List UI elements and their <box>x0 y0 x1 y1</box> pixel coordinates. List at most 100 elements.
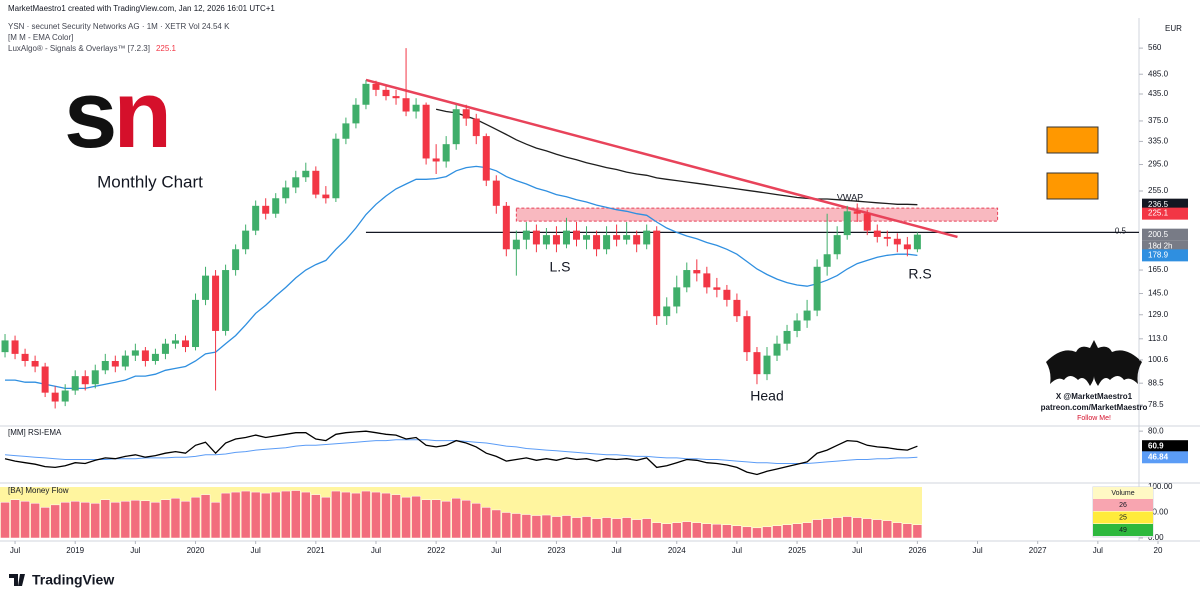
money-flow-bar <box>10 499 20 539</box>
candle-body <box>593 235 601 250</box>
money-flow-bar <box>581 516 592 539</box>
money-flow-bar <box>712 523 722 539</box>
money-flow-bar <box>60 502 70 539</box>
money-flow-bar <box>762 526 772 539</box>
money-flow-bar <box>30 503 40 539</box>
money-flow-bar <box>361 490 371 539</box>
money-flow-bar <box>501 512 512 539</box>
candle-body <box>1 340 9 353</box>
candle-body <box>863 213 871 231</box>
candle-body <box>753 352 761 375</box>
money-flow-bar <box>371 491 381 539</box>
candle-body <box>512 239 520 250</box>
price-label-box <box>1142 207 1188 220</box>
trendline <box>365 78 958 239</box>
legend-value: 25 <box>1119 514 1127 521</box>
x-tick-label: Jul <box>611 546 621 555</box>
money-flow-bar <box>702 523 712 539</box>
y-tick-label: 129.0 <box>1148 310 1169 319</box>
money-flow-bar <box>611 518 622 539</box>
money-flow-bar <box>160 499 171 539</box>
money-flow-bar <box>190 496 201 539</box>
candle-body <box>693 270 701 274</box>
candle-body <box>422 104 430 159</box>
annotation: VWAP <box>837 192 863 202</box>
candle-body <box>773 343 781 356</box>
candle-body <box>663 306 671 317</box>
money-flow-bar <box>70 501 80 539</box>
box <box>1046 126 1099 154</box>
y-tick-label: 435.0 <box>1148 89 1169 98</box>
vwap-line <box>435 108 918 206</box>
legend-value: 49 <box>1119 527 1127 534</box>
candle-body <box>713 287 721 290</box>
candle-body <box>763 355 771 375</box>
symbol: YSN · secunet Security Networks AG · 1M … <box>8 22 230 31</box>
x-tick-label: 2023 <box>548 546 566 555</box>
money-flow-bar <box>772 525 782 539</box>
money-flow-bar <box>491 509 502 539</box>
candle-body <box>573 230 580 240</box>
candle-body <box>442 144 450 162</box>
candle-body <box>562 230 570 245</box>
money-flow-bar <box>742 526 752 539</box>
money-flow-bar <box>140 500 151 539</box>
y-tick-label: 50.00 <box>1148 508 1169 517</box>
money-flow-bar <box>130 500 141 539</box>
x-tick-label: 2024 <box>668 546 686 555</box>
candle-body <box>402 98 410 112</box>
candle-body <box>482 136 490 181</box>
money-flow-bar <box>331 490 341 539</box>
money-flow-bar <box>802 522 812 539</box>
resistance-zone <box>515 207 999 222</box>
y-tick-label: 485.0 <box>1148 69 1169 78</box>
money-flow-bar <box>281 490 291 539</box>
candle-body <box>141 350 149 361</box>
candle-body <box>843 211 851 236</box>
bat-logo <box>1046 340 1142 386</box>
candle-body <box>532 230 540 245</box>
y-tick-label: 255.0 <box>1148 186 1169 195</box>
x-tick-label: 2020 <box>187 546 205 555</box>
candle-body <box>31 360 39 367</box>
y-tick-label: 80.0 <box>1148 426 1164 435</box>
y-tick-label: 145.0 <box>1148 289 1169 298</box>
money-flow-bar <box>230 491 241 539</box>
candle-body <box>21 353 29 361</box>
money-flow-bar <box>250 491 261 539</box>
candle-body <box>823 254 831 267</box>
candle-body <box>673 287 681 307</box>
money-flow-bar <box>541 514 552 539</box>
money-flow-bar <box>571 517 582 539</box>
x-tick-label: Jul <box>852 546 862 555</box>
money-flow-bar <box>862 518 872 539</box>
money-flow-bar <box>551 516 562 539</box>
candle-body <box>542 235 550 245</box>
candle-body <box>272 198 280 214</box>
money-flow-bar <box>391 494 401 539</box>
money-flow-bar <box>651 522 662 539</box>
money-flow-bar <box>902 523 913 539</box>
candle-body <box>412 104 420 112</box>
candle-body <box>803 310 811 321</box>
money-flow-bar <box>220 492 231 539</box>
money-flow-bar <box>150 502 161 539</box>
x-tick-label: 2027 <box>1029 546 1047 555</box>
y-tick-label: 78.5 <box>1148 400 1164 409</box>
money-flow-bar <box>531 515 542 539</box>
watermark: X @MarketMaestro1 <box>1056 392 1133 401</box>
level-label: 0.5 <box>1115 227 1127 236</box>
y-tick-label: 88.5 <box>1148 378 1164 387</box>
candle-body <box>883 236 891 239</box>
x-tick-label: 2025 <box>788 546 806 555</box>
candle-body <box>743 316 751 353</box>
money-flow-bar <box>511 513 522 539</box>
money-flow-bar <box>782 524 792 539</box>
x-tick-label: 20 <box>1154 546 1163 555</box>
money-flow-bar <box>521 514 532 539</box>
candle-body <box>41 366 49 393</box>
y-tick-label: 0.00 <box>1148 533 1164 542</box>
tv-logo <box>9 574 25 586</box>
x-tick-label: Jul <box>1093 546 1103 555</box>
